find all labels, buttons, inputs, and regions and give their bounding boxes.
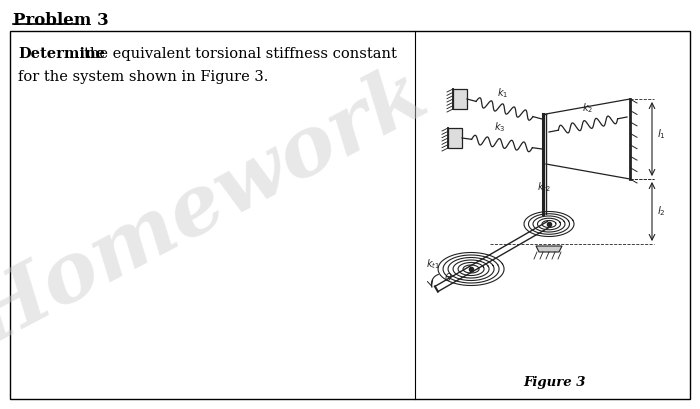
Text: $k_{t2}$: $k_{t2}$ [537,180,551,194]
Text: the equivalent torsional stiffness constant: the equivalent torsional stiffness const… [84,47,397,61]
Polygon shape [536,246,562,252]
Text: for the system shown in Figure 3.: for the system shown in Figure 3. [18,70,268,84]
Text: $k_3$: $k_3$ [494,121,505,135]
Text: $l_2$: $l_2$ [657,204,666,218]
Polygon shape [448,128,462,148]
Text: $k_1$: $k_1$ [497,86,508,100]
Text: Figure 3: Figure 3 [524,376,587,389]
Text: Problem 3: Problem 3 [13,12,108,29]
Text: Determine: Determine [18,47,105,61]
Text: $l_1$: $l_1$ [657,127,666,141]
Text: Homework: Homework [0,55,442,363]
Polygon shape [453,89,467,109]
Text: $k_{t1}$: $k_{t1}$ [426,257,440,271]
Text: $\theta$: $\theta$ [444,271,453,283]
Text: $k_2$: $k_2$ [582,102,594,115]
